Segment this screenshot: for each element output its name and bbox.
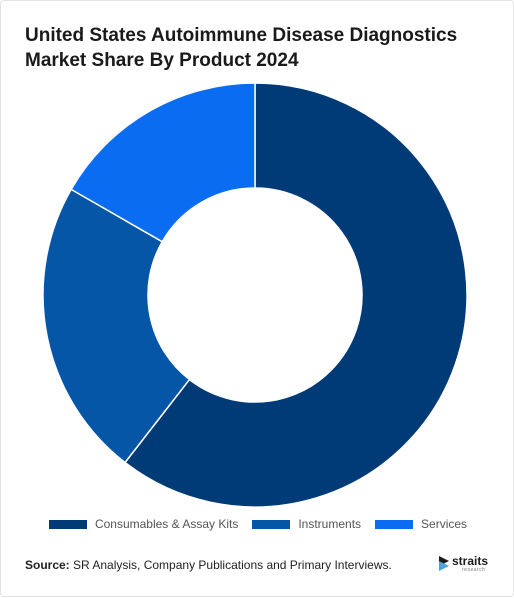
source-note: Source: SR Analysis, Company Publication…	[25, 558, 392, 572]
logo-wordmark: straits	[452, 554, 489, 568]
donut-slice-services[interactable]	[70, 82, 256, 243]
donut-slice-consumables[interactable]	[124, 82, 468, 508]
chart-title-line-1: United States Autoimmune Disease Diagnos…	[25, 25, 458, 46]
legend-swatch-consumables	[48, 519, 87, 529]
legend-swatch-instruments	[252, 519, 291, 529]
source-label: Source:	[25, 558, 70, 572]
source-text: SR Analysis, Company Publications and Pr…	[69, 558, 392, 572]
legend-label-services: Services	[421, 517, 468, 531]
straits-logo-icon	[439, 556, 449, 571]
legend-item-instruments[interactable]: Instruments	[252, 517, 361, 531]
legend-label-instruments: Instruments	[298, 517, 362, 531]
legend-item-consumables[interactable]: Consumables & Assay Kits	[48, 517, 239, 531]
legend-item-services[interactable]: Services	[375, 517, 467, 531]
logo-subtext: research	[462, 567, 486, 573]
chart-legend: Consumables & Assay Kits Instruments Ser…	[1, 517, 514, 531]
chart-title-line-2: Market Share By Product 2024	[25, 50, 299, 71]
legend-swatch-services	[375, 519, 414, 529]
straits-research-logo: straits research	[437, 553, 497, 575]
chart-title: United States Autoimmune Disease Diagnos…	[25, 23, 495, 73]
legend-label-consumables: Consumables & Assay Kits	[94, 517, 239, 531]
donut-slice-instruments[interactable]	[42, 188, 191, 464]
